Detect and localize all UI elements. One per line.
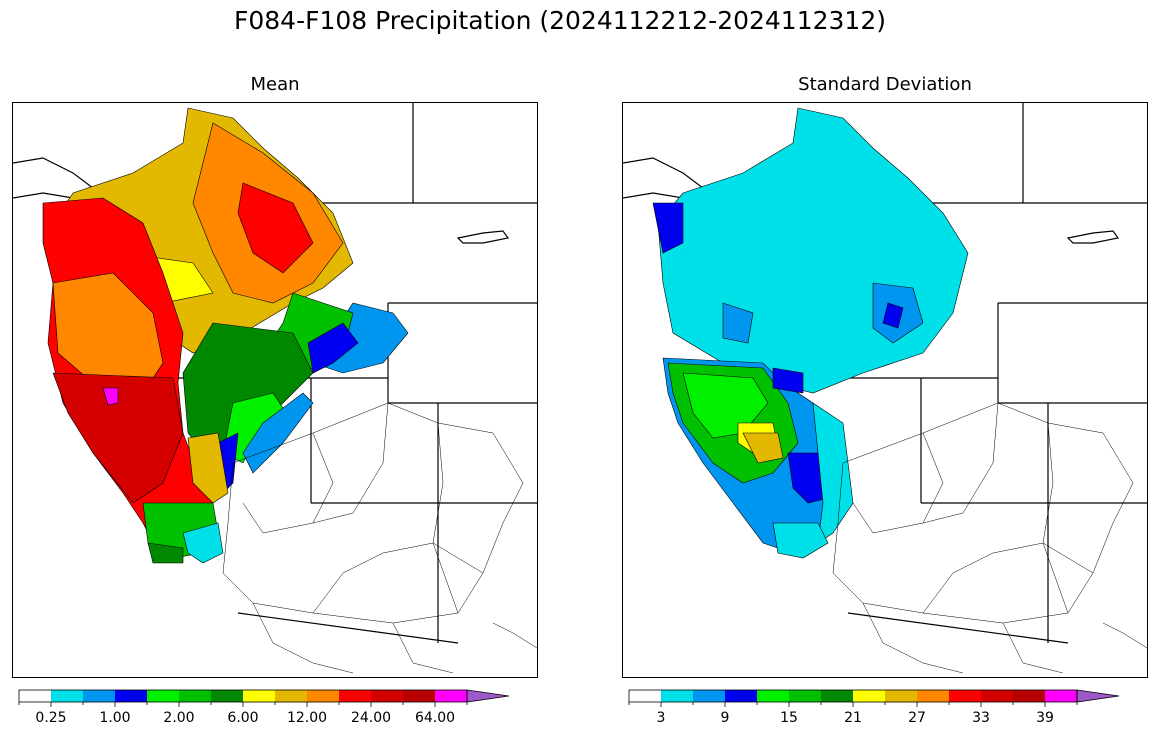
mean-panel-title: Mean	[250, 74, 300, 95]
mean-colorbar: 0.25 1.00 2.00 6.00 12.00 24.00 64.00	[18, 689, 510, 726]
stddev-colorbar-swatch-12	[1013, 690, 1045, 702]
stddev-colorbar-swatch-3	[725, 690, 757, 702]
mean-colorbar-swatch-6	[211, 690, 243, 702]
stddev-colorbar-tick-label: 3	[657, 710, 666, 726]
stddev-map-svg	[623, 103, 1147, 674]
stddev-colorbar-swatch-9	[917, 690, 949, 702]
stddev-colorbar-swatch-6	[821, 690, 853, 702]
mean-colorbar-swatch-1	[51, 690, 83, 702]
mean-colorbar-swatch-0	[19, 690, 51, 702]
stddev-colorbar-swatch-1	[661, 690, 693, 702]
mean-colorbar-extend-arrow	[466, 689, 510, 703]
stddev-map	[622, 102, 1148, 678]
mean-map-svg	[13, 103, 537, 674]
stddev-colorbar-swatch-0	[629, 690, 661, 702]
mean-colorbar-tick-label: 2.00	[163, 710, 194, 726]
stddev-colorbar-swatch-10	[949, 690, 981, 702]
mean-colorbar-tick-label: 24.00	[351, 710, 391, 726]
mean-colorbar-swatch-11	[371, 690, 403, 702]
stddev-colorbar: 3 9 15 21 27 33 39	[628, 689, 1120, 726]
stddev-colorbar-tick-label: 39	[1036, 710, 1054, 726]
mean-colorbar-swatch-13	[435, 690, 467, 702]
mean-colorbar-tick-label: 12.00	[287, 710, 327, 726]
stddev-colorbar-swatch-5	[789, 690, 821, 702]
mean-colorbar-tick-label: 0.25	[35, 710, 66, 726]
mean-colorbar-swatch-10	[339, 690, 371, 702]
stddev-colorbar-swatch-4	[757, 690, 789, 702]
stddev-colorbar-swatch-2	[693, 690, 725, 702]
mean-colorbar-swatch-8	[275, 690, 307, 702]
mean-colorbar-tick-label: 1.00	[99, 710, 130, 726]
mean-map	[12, 102, 538, 678]
basin-outlines	[222, 402, 537, 674]
precip-field-mean	[42, 107, 409, 564]
stddev-colorbar-tick-label: 33	[972, 710, 990, 726]
figure-title: F084-F108 Precipitation (2024112212-2024…	[233, 6, 886, 35]
precip-field-stddev	[652, 107, 969, 559]
mean-colorbar-swatch-4	[147, 690, 179, 702]
stddev-colorbar-tick-label: 21	[844, 710, 862, 726]
stddev-colorbar-swatch-7	[853, 690, 885, 702]
stddev-colorbar-swatch-11	[981, 690, 1013, 702]
mean-colorbar-swatch-2	[83, 690, 115, 702]
stddev-colorbar-tick-label: 27	[908, 710, 926, 726]
mean-colorbar-swatch-9	[307, 690, 339, 702]
stddev-colorbar-swatch-13	[1045, 690, 1077, 702]
mean-colorbar-swatch-5	[179, 690, 211, 702]
stddev-panel-title: Standard Deviation	[798, 74, 972, 95]
mean-colorbar-swatch-7	[243, 690, 275, 702]
mean-colorbar-swatch-12	[403, 690, 435, 702]
mean-colorbar-swatch-3	[115, 690, 147, 702]
stddev-colorbar-swatch-8	[885, 690, 917, 702]
stddev-colorbar-extend-arrow	[1076, 689, 1120, 703]
mean-colorbar-tick-label: 64.00	[415, 710, 455, 726]
stddev-colorbar-tick-label: 9	[721, 710, 730, 726]
mean-colorbar-tick-label: 6.00	[227, 710, 258, 726]
basin-outlines	[832, 402, 1147, 674]
stddev-colorbar-tick-label: 15	[780, 710, 798, 726]
